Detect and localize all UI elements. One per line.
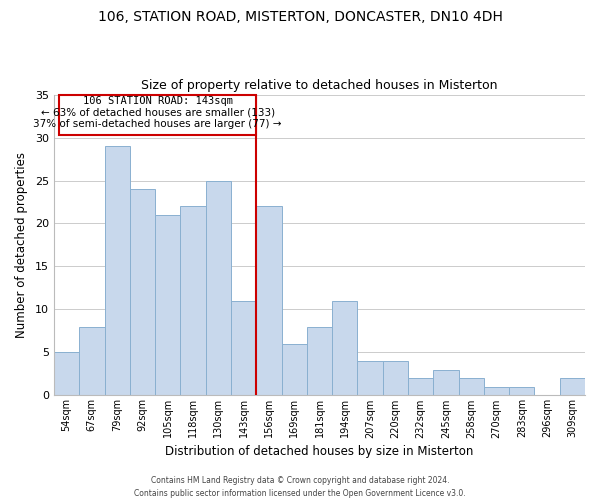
Text: Contains HM Land Registry data © Crown copyright and database right 2024.
Contai: Contains HM Land Registry data © Crown c… (134, 476, 466, 498)
Title: Size of property relative to detached houses in Misterton: Size of property relative to detached ho… (141, 79, 498, 92)
Text: ← 63% of detached houses are smaller (133): ← 63% of detached houses are smaller (13… (41, 108, 275, 118)
Bar (79, 326, 104, 396)
Text: 37% of semi-detached houses are larger (77) →: 37% of semi-detached houses are larger (… (34, 119, 282, 129)
X-axis label: Distribution of detached houses by size in Misterton: Distribution of detached houses by size … (165, 444, 473, 458)
Bar (560, 378, 585, 396)
Bar (104, 146, 130, 396)
Bar (458, 378, 484, 396)
Bar (206, 180, 231, 396)
Bar (509, 387, 535, 396)
Bar (484, 387, 509, 396)
Bar (155, 215, 181, 396)
Bar (54, 352, 79, 396)
Bar (256, 206, 281, 396)
Bar (408, 378, 433, 396)
Bar (130, 189, 155, 396)
Text: 106 STATION ROAD: 143sqm: 106 STATION ROAD: 143sqm (83, 96, 233, 106)
Bar (281, 344, 307, 396)
Text: 106, STATION ROAD, MISTERTON, DONCASTER, DN10 4DH: 106, STATION ROAD, MISTERTON, DONCASTER,… (98, 10, 502, 24)
Bar (433, 370, 458, 396)
Bar (383, 361, 408, 396)
Bar (358, 361, 383, 396)
Y-axis label: Number of detached properties: Number of detached properties (15, 152, 28, 338)
Bar (181, 206, 206, 396)
FancyBboxPatch shape (59, 94, 256, 135)
Bar (332, 301, 358, 396)
Bar (231, 301, 256, 396)
Bar (307, 326, 332, 396)
